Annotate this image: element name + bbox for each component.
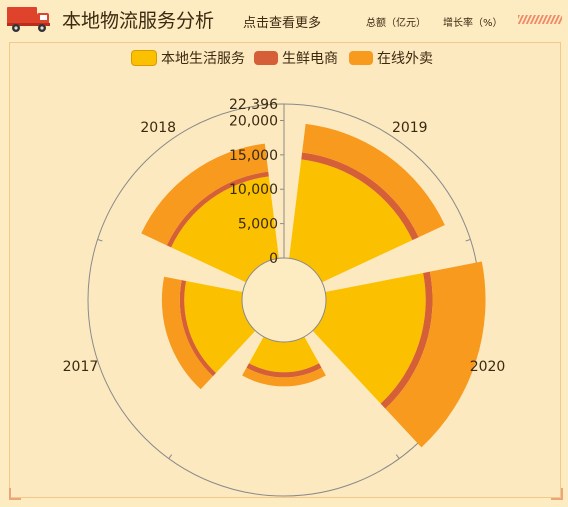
radius-tick-label: 0 [269, 251, 278, 267]
bar-2017-series-2 [161, 276, 213, 390]
bar-2019-series-2 [302, 123, 445, 238]
bar-2018-series-0 [171, 176, 279, 283]
bar-2016-series-1 [246, 363, 322, 378]
bar-2020-series-2 [385, 261, 486, 448]
page-title: 本地物流服务分析 [62, 10, 215, 32]
legend-item-local-life[interactable]: 本地生活服务 [131, 48, 245, 68]
bar-2020-series-0 [312, 272, 426, 404]
legend-item-fresh[interactable]: 生鲜电商 [254, 48, 338, 68]
legend-item-takeaway[interactable]: 在线外卖 [349, 48, 433, 68]
radius-tick-label: 20,000 [229, 113, 278, 129]
angle-axis-tick [168, 454, 173, 459]
legend-label-takeaway: 在线外卖 [377, 51, 433, 67]
legend-swatch-local-life [131, 50, 157, 66]
stripe-decoration [518, 15, 562, 24]
growth-rate-label: 增长率（%） [443, 18, 503, 29]
radius-tick-label: 15,000 [229, 148, 278, 164]
view-more-link[interactable]: 点击查看更多 [243, 16, 322, 31]
radius-tick-label: 22,396 [229, 97, 278, 113]
legend-swatch-takeaway [349, 51, 373, 65]
panel-corner-bottom-left [9, 488, 21, 500]
category-label-2017: 2017 [63, 359, 99, 375]
legend: 本地生活服务 生鲜电商 在线外卖 [0, 44, 568, 70]
bar-2018-series-2 [141, 143, 269, 246]
bar-2017-series-1 [179, 280, 216, 377]
angle-axis-tick [395, 454, 400, 459]
bar-2016-series-0 [248, 336, 320, 373]
angle-axis-tick [97, 238, 103, 242]
inner-circle [241, 257, 327, 343]
panel-corner-bottom-right [551, 488, 563, 500]
category-label-2020: 2020 [470, 359, 506, 375]
radius-tick-label: 10,000 [229, 182, 278, 198]
category-label-2019: 2019 [392, 120, 428, 136]
legend-swatch-fresh [254, 51, 278, 65]
angle-axis-tick [465, 238, 471, 242]
bar-2019-series-0 [289, 159, 413, 283]
legend-label-local-life: 本地生活服务 [161, 51, 245, 67]
radius-tick-label: 5,000 [238, 217, 278, 233]
total-amount-label: 总额（亿元） [366, 18, 426, 29]
bar-2020-series-1 [380, 271, 433, 409]
truck-icon [7, 7, 50, 32]
bar-2019-series-1 [301, 152, 419, 241]
legend-label-fresh: 生鲜电商 [282, 51, 338, 67]
bar-2017-series-0 [184, 280, 256, 373]
category-label-2018: 2018 [140, 120, 176, 136]
bar-2016-series-2 [242, 367, 326, 387]
header: 本地物流服务分析 点击查看更多 总额（亿元） 增长率（%） [0, 0, 568, 42]
